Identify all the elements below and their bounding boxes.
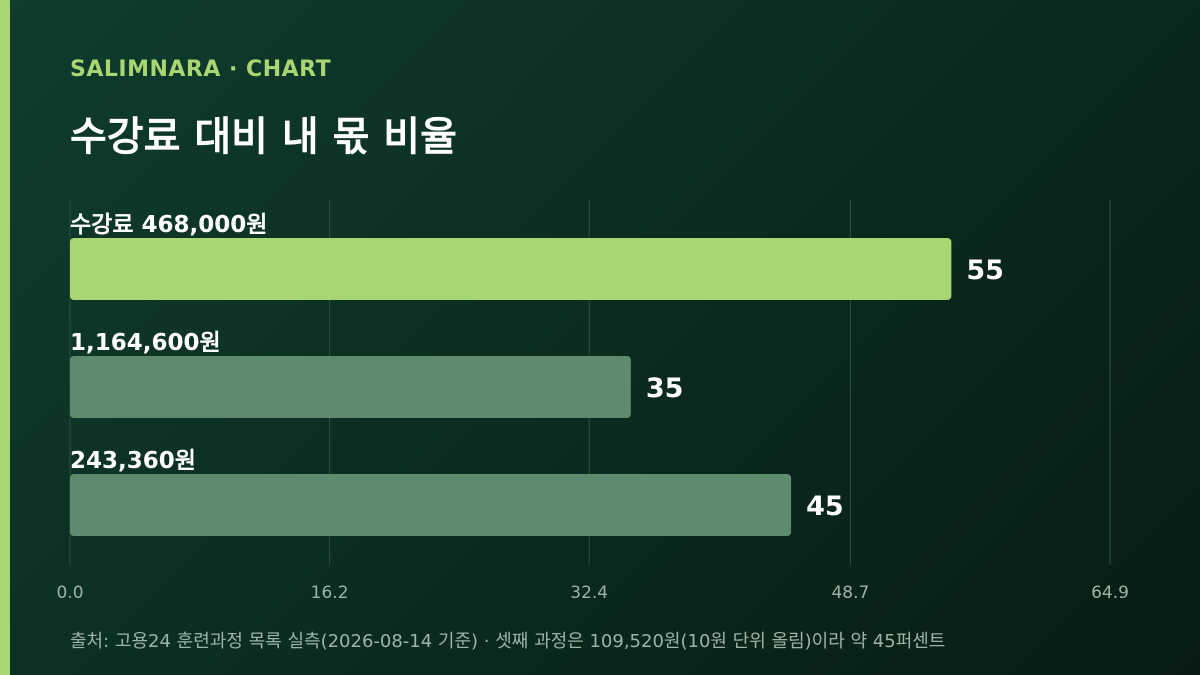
source-footnote: 출처: 고용24 훈련과정 목록 실측(2026-08-14 기준) · 셋째 … bbox=[70, 631, 946, 652]
bar bbox=[70, 356, 631, 418]
x-tick-label: 64.9 bbox=[1091, 583, 1129, 603]
x-tick-label: 32.4 bbox=[570, 583, 608, 603]
bar bbox=[70, 238, 952, 300]
value-label: 45 bbox=[806, 491, 844, 522]
category-label: 243,360원 bbox=[70, 448, 196, 474]
value-label: 55 bbox=[966, 255, 1004, 286]
chart-title: 수강료 대비 내 몫 비율 bbox=[70, 114, 457, 160]
category-label: 수강료 468,000원 bbox=[70, 212, 267, 238]
category-label: 1,164,600원 bbox=[70, 330, 221, 356]
left-accent-stripe bbox=[0, 0, 10, 675]
x-tick-label: 48.7 bbox=[831, 583, 869, 603]
value-label: 35 bbox=[646, 373, 684, 404]
x-tick-label: 16.2 bbox=[311, 583, 349, 603]
brand-label: SALIMNARA · CHART bbox=[70, 57, 332, 82]
bar bbox=[70, 474, 792, 536]
x-tick-label: 0.0 bbox=[56, 583, 83, 603]
